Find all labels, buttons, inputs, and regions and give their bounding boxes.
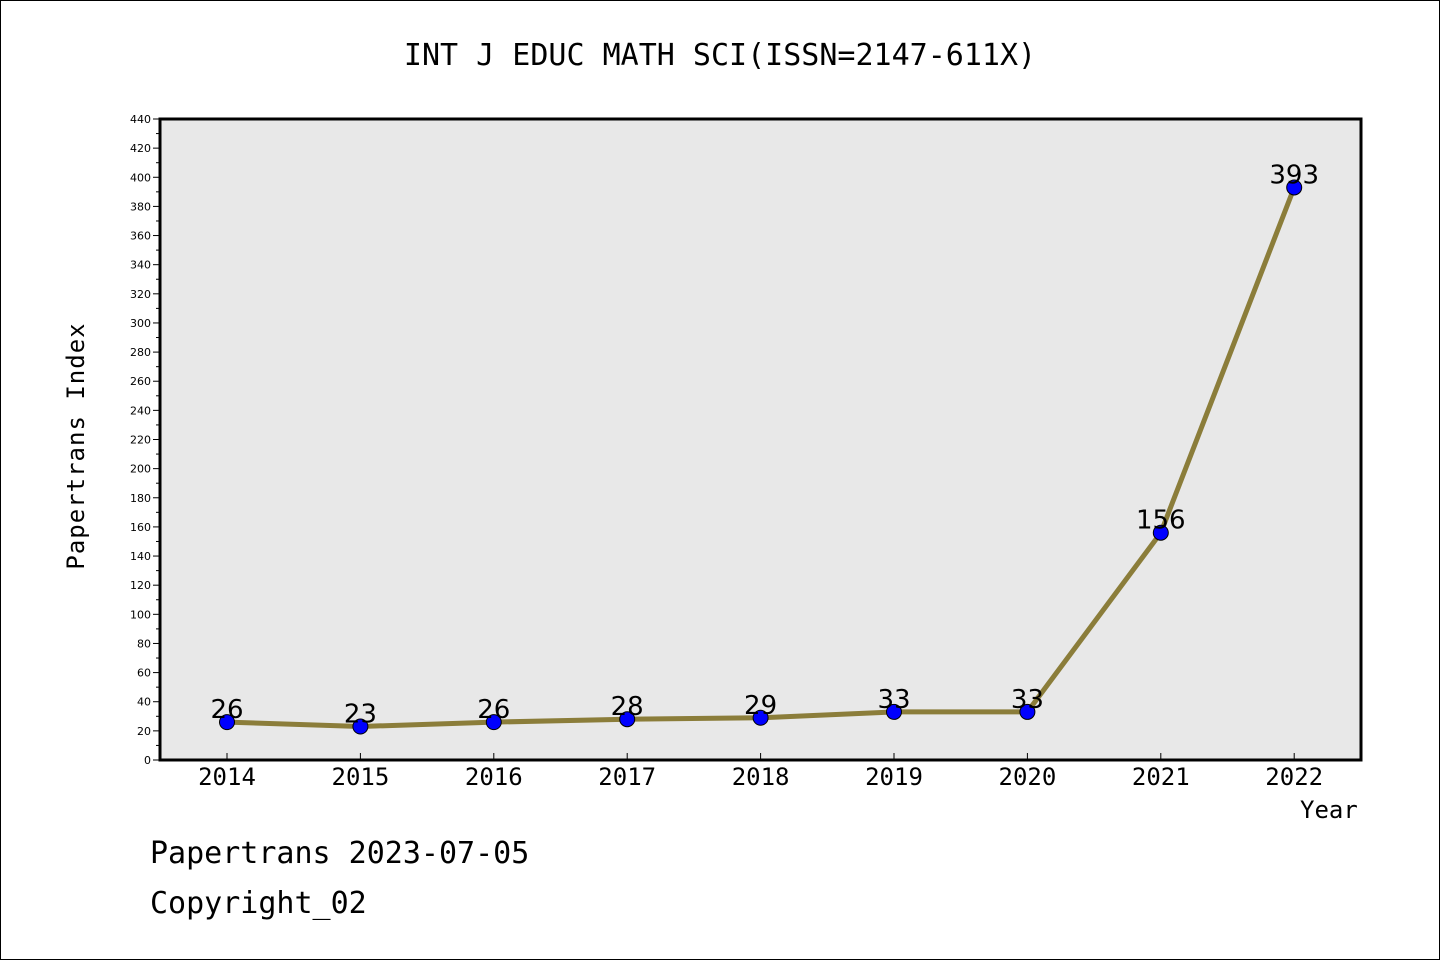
x-tick-label: 2015 [332,763,390,791]
y-tick-label: 40 [137,696,151,709]
x-tick-label: 2017 [598,763,656,791]
data-label: 393 [1269,160,1319,190]
data-label: 156 [1136,506,1186,536]
data-point [619,711,636,728]
y-tick-label: 80 [137,637,151,650]
x-tick-label: 2022 [1265,763,1323,791]
footer-copyright: Copyright_02 [150,886,367,921]
y-tick-label: 240 [130,404,151,417]
y-tick-label: 100 [130,608,151,621]
y-tick-label: 360 [130,230,151,243]
y-tick-label: 20 [137,725,151,738]
data-label: 26 [210,695,243,725]
y-tick-label: 440 [130,113,151,126]
x-axis-label: Year [1300,796,1358,824]
plot-area [160,119,1361,760]
y-tick-label: 320 [130,288,151,301]
footer-date: Papertrans 2023-07-05 [150,836,530,871]
y-tick-label: 160 [130,521,151,534]
x-tick-label: 2020 [999,763,1057,791]
x-tick-label: 2019 [865,763,923,791]
y-tick-label: 200 [130,463,151,476]
data-point [485,714,502,731]
x-tick-label: 2021 [1132,763,1190,791]
data-point [352,718,369,735]
data-label: 28 [611,692,644,722]
y-tick-label: 260 [130,375,151,388]
data-label: 23 [344,699,377,729]
data-label: 29 [744,691,777,721]
y-tick-label: 140 [130,550,151,563]
y-tick-label: 340 [130,259,151,272]
x-tick-label: 2018 [732,763,790,791]
y-tick-label: 220 [130,434,151,447]
y-tick-label: 400 [130,171,151,184]
data-label: 26 [477,695,510,725]
x-tick-label: 2014 [198,763,256,791]
data-point [1152,524,1169,541]
data-point [1019,703,1036,720]
y-tick-label: 380 [130,200,151,213]
y-tick-label: 180 [130,492,151,505]
x-tick-label: 2016 [465,763,523,791]
data-point [219,714,235,731]
chart-title: INT J EDUC MATH SCI(ISSN=2147-611X) [403,38,1037,73]
y-tick-label: 420 [130,142,151,155]
data-label: 33 [1011,685,1044,715]
y-tick-label: 60 [137,667,151,680]
data-point [1286,179,1303,196]
data-label: 33 [877,685,910,715]
data-point [752,709,769,726]
y-tick-label: 280 [130,346,151,359]
plot-border [158,117,1363,762]
y-tick-label: 300 [130,317,151,330]
data-point [886,703,902,720]
y-tick-label: 0 [144,754,151,767]
y-tick-label: 120 [130,579,151,592]
